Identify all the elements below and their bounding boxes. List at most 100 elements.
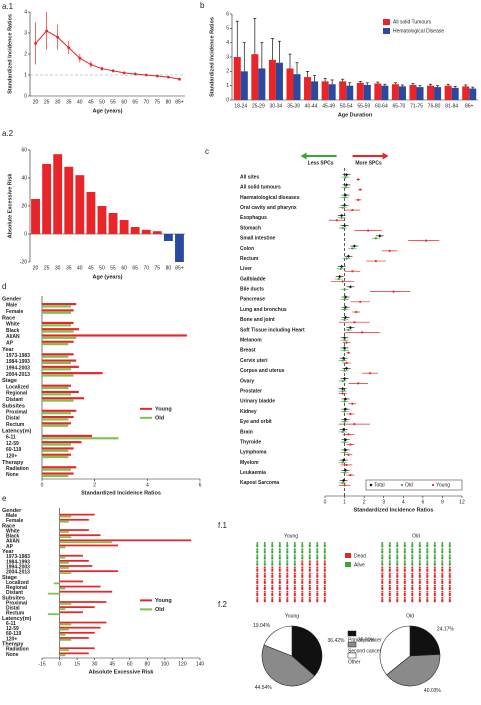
icon-head: [381, 584, 384, 587]
bar: [42, 365, 79, 368]
icon-body: [411, 544, 414, 548]
icon-head: [316, 578, 319, 581]
value-label: 35.80%: [358, 637, 376, 643]
icon: [426, 578, 429, 584]
icon: [316, 572, 319, 578]
row-label: 2004-2013: [6, 570, 30, 576]
icon: [316, 554, 319, 560]
icon: [286, 554, 289, 560]
icon-head: [426, 596, 429, 599]
bar: [42, 443, 71, 446]
icon-body: [441, 593, 444, 597]
icon: [308, 554, 311, 560]
panel-label: d: [2, 282, 6, 291]
icon-head: [323, 590, 326, 593]
point: [340, 264, 344, 269]
x-axis-label: Absolute Excessive Risk: [89, 669, 155, 675]
icon-head: [426, 572, 429, 575]
icon-head: [381, 548, 384, 551]
icon: [263, 542, 266, 548]
icon: [293, 548, 296, 554]
icon-head: [433, 590, 436, 593]
icon: [433, 566, 436, 572]
row-label: Rectum: [240, 256, 259, 262]
icon-body: [403, 568, 406, 572]
x-tick-label: 12: [459, 499, 465, 505]
y-tick-label: 2: [24, 51, 27, 57]
icon-head: [301, 584, 304, 587]
row-label: 1973-1983: [6, 554, 30, 560]
icon-head: [418, 566, 421, 569]
bar: [59, 585, 101, 588]
icon: [293, 566, 296, 572]
icon-head: [403, 554, 406, 557]
icon: [256, 548, 259, 554]
bar: [42, 336, 77, 339]
bar: [398, 86, 406, 100]
point: [355, 310, 358, 314]
bar: [59, 621, 107, 624]
bar: [59, 531, 69, 533]
point: [347, 328, 350, 332]
point: [348, 326, 353, 330]
point: [56, 35, 60, 39]
icon-body: [263, 586, 266, 590]
icon-head: [426, 554, 429, 557]
icon-body: [308, 544, 311, 548]
point: [342, 336, 347, 340]
icon-head: [271, 554, 274, 557]
icon-head: [263, 578, 266, 581]
row-label: 6-11: [6, 621, 16, 627]
icon: [293, 584, 296, 590]
point: [343, 193, 348, 197]
icon-body: [293, 586, 296, 590]
icon-head: [388, 548, 391, 551]
x-tick-label: 65: [132, 265, 138, 271]
icon-head: [308, 590, 311, 593]
icon: [418, 584, 421, 590]
bar: [311, 81, 319, 100]
x-tick-label: 140: [196, 661, 205, 667]
y-axis-label: Absolute Excessive Risk: [7, 173, 13, 239]
icon-body: [323, 568, 326, 572]
group-label: Stage: [2, 575, 17, 581]
icon-body: [381, 574, 384, 578]
point: [359, 188, 362, 191]
bar: [444, 85, 452, 100]
icon-head: [448, 554, 451, 557]
icon-body: [271, 562, 274, 566]
icon-body: [381, 568, 384, 572]
icon: [271, 584, 274, 590]
icon-body: [403, 550, 406, 554]
bar: [42, 468, 71, 471]
icon-body: [308, 556, 311, 560]
legend-label: Hematological Disease: [393, 28, 444, 34]
icon-body: [271, 593, 274, 597]
legend-label: Young: [155, 406, 172, 412]
icon: [381, 560, 384, 566]
icon-body: [301, 586, 304, 590]
bar: [293, 74, 301, 100]
icon-head: [433, 596, 436, 599]
icon-body: [381, 562, 384, 566]
icon-body: [381, 593, 384, 597]
icon-body: [418, 556, 421, 560]
icon-body: [441, 556, 444, 560]
row-label: Soft Tissue including Heart: [240, 327, 305, 333]
icon-body: [411, 593, 414, 597]
icon: [293, 554, 296, 560]
icon-body: [263, 550, 266, 554]
icon: [256, 584, 259, 590]
icon-head: [278, 542, 281, 544]
icon: [441, 572, 444, 578]
row-label: Bone and joint: [240, 317, 275, 323]
icon: [286, 560, 289, 566]
annotation: More SPCs: [355, 160, 382, 166]
icon-head: [411, 554, 414, 557]
icon: [441, 566, 444, 572]
icon: [293, 590, 296, 597]
icon-head: [293, 566, 296, 569]
bar: [42, 330, 74, 333]
icon-head: [263, 572, 266, 575]
icon: [293, 596, 296, 603]
